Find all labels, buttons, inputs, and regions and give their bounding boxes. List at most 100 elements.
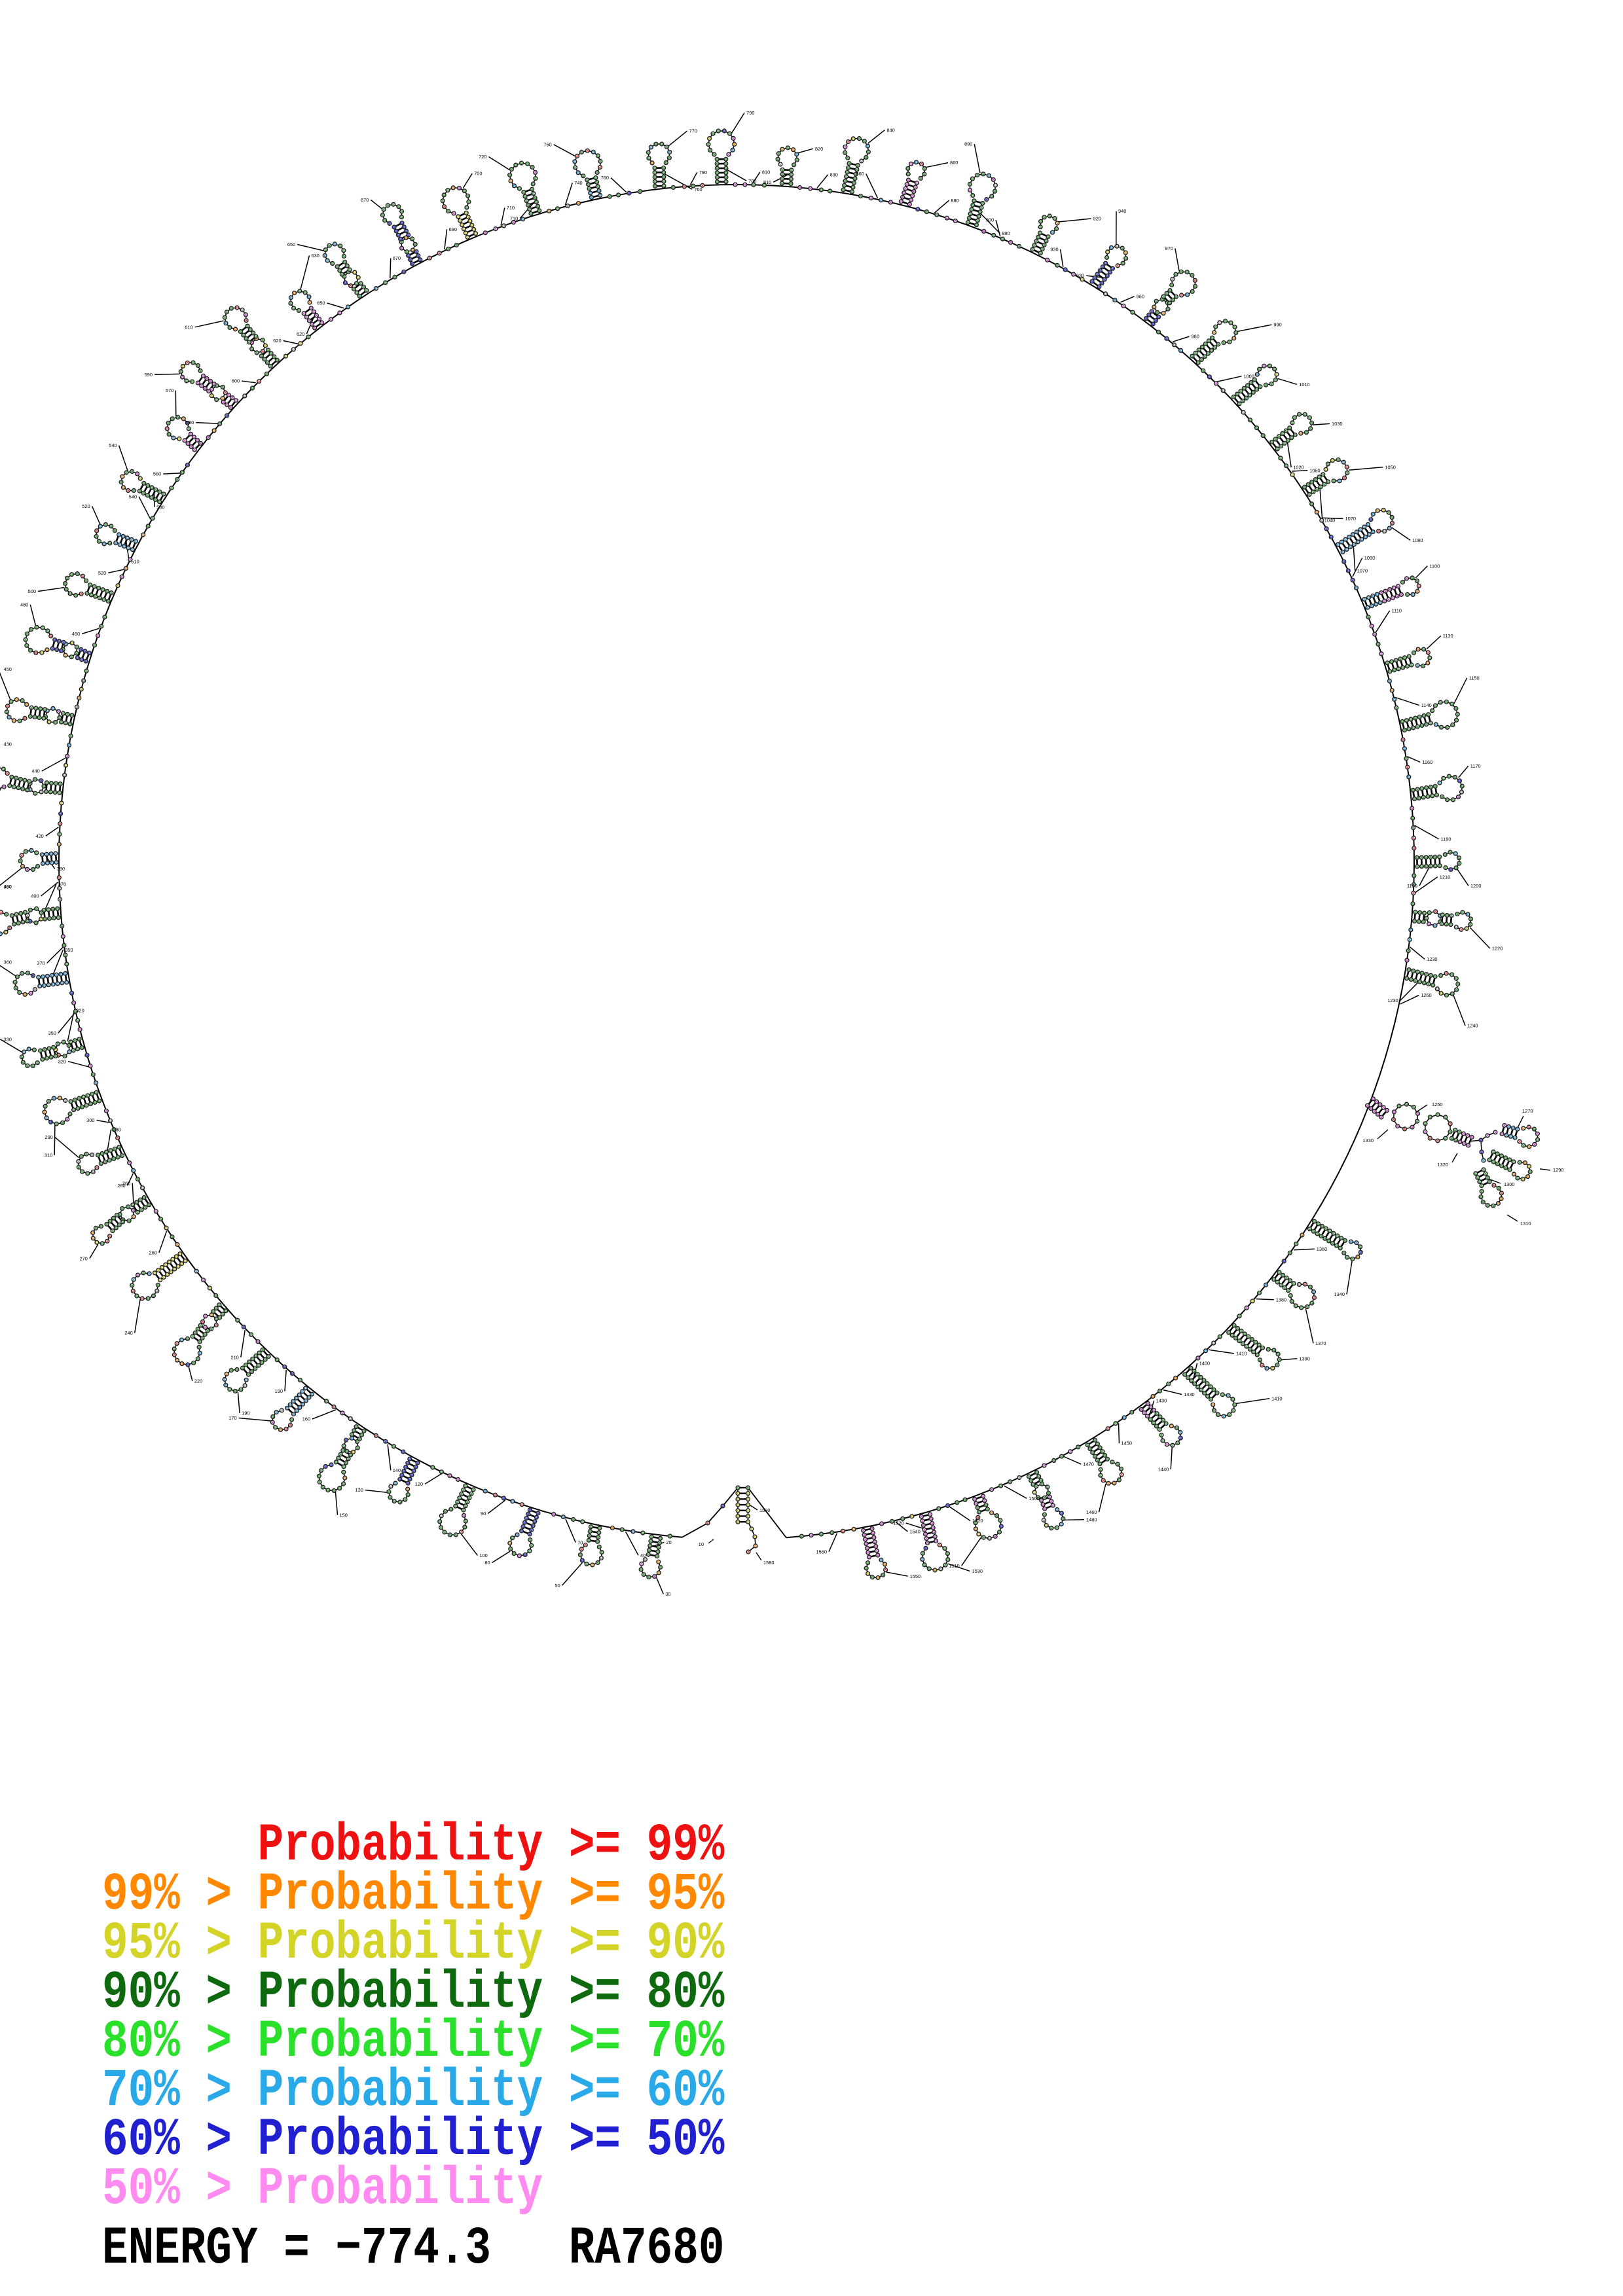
svg-text:510: 510	[131, 559, 139, 565]
svg-text:710: 710	[510, 215, 518, 221]
svg-text:1520: 1520	[972, 1518, 983, 1524]
svg-text:1270: 1270	[1522, 1108, 1533, 1114]
svg-text:690: 690	[449, 226, 457, 232]
svg-text:1410: 1410	[1236, 1351, 1247, 1357]
svg-text:980: 980	[1192, 334, 1199, 340]
svg-text:760: 760	[694, 187, 702, 192]
svg-text:1530: 1530	[972, 1568, 983, 1574]
svg-text:500: 500	[28, 588, 36, 594]
svg-text:810: 810	[762, 170, 770, 175]
svg-text:1560: 1560	[816, 1549, 827, 1554]
svg-text:750: 750	[543, 141, 551, 147]
svg-text:520: 520	[82, 503, 90, 509]
svg-text:20: 20	[666, 1539, 672, 1545]
svg-text:380: 380	[4, 884, 12, 890]
svg-text:920: 920	[1093, 216, 1101, 222]
svg-text:480: 480	[20, 601, 28, 607]
svg-text:1050: 1050	[1385, 464, 1395, 470]
svg-text:430: 430	[4, 742, 12, 747]
svg-text:1370: 1370	[1315, 1340, 1326, 1346]
svg-text:100: 100	[479, 1552, 487, 1558]
svg-text:1030: 1030	[1332, 421, 1342, 427]
svg-text:240: 240	[124, 1330, 132, 1336]
svg-text:1520: 1520	[893, 1520, 903, 1526]
svg-text:900: 900	[986, 217, 994, 223]
svg-text:1070: 1070	[1345, 516, 1356, 522]
svg-text:320: 320	[58, 1058, 66, 1064]
svg-text:700: 700	[474, 171, 482, 177]
svg-text:120: 120	[415, 1481, 423, 1487]
svg-text:600: 600	[232, 378, 240, 384]
svg-text:280: 280	[117, 1183, 125, 1189]
svg-text:170: 170	[228, 1415, 236, 1421]
svg-text:720: 720	[479, 154, 486, 160]
svg-text:880: 880	[1002, 230, 1010, 236]
svg-text:220: 220	[194, 1378, 202, 1384]
svg-text:450: 450	[4, 666, 12, 672]
svg-text:1500: 1500	[1029, 1496, 1039, 1501]
svg-text:390: 390	[57, 866, 65, 872]
svg-text:300: 300	[86, 1117, 94, 1123]
svg-text:1190: 1190	[1407, 883, 1417, 889]
svg-text:1130: 1130	[1443, 633, 1453, 639]
svg-text:780: 780	[748, 178, 756, 184]
svg-text:190: 190	[242, 1410, 249, 1416]
svg-text:790: 790	[746, 110, 754, 116]
svg-text:1010: 1010	[1299, 382, 1309, 387]
svg-text:1540: 1540	[909, 1529, 920, 1535]
svg-text:1240: 1240	[1467, 1023, 1478, 1029]
svg-text:1190: 1190	[1441, 836, 1451, 842]
svg-text:820: 820	[815, 146, 823, 152]
svg-text:590: 590	[145, 372, 153, 378]
svg-text:1470: 1470	[1083, 1462, 1093, 1467]
svg-text:1300: 1300	[1504, 1181, 1514, 1187]
svg-text:740: 740	[574, 180, 582, 186]
svg-text:1360: 1360	[1317, 1246, 1327, 1252]
svg-text:1210: 1210	[1440, 874, 1450, 880]
svg-text:630: 630	[312, 253, 319, 259]
svg-text:310: 310	[45, 1152, 52, 1158]
svg-text:1220: 1220	[1492, 946, 1503, 952]
svg-text:860: 860	[950, 160, 958, 166]
svg-text:95% > Probability >= 90%: 95% > Probability >= 90%	[102, 1914, 725, 1974]
svg-text:1230: 1230	[1427, 956, 1437, 962]
svg-text:540: 540	[109, 442, 117, 448]
svg-text:90: 90	[481, 1511, 486, 1516]
svg-text:330: 330	[4, 1036, 12, 1042]
svg-text:350: 350	[65, 947, 73, 953]
svg-text:60% > Probability >= 50%: 60% > Probability >= 50%	[102, 2111, 725, 2170]
svg-text:1440: 1440	[1158, 1467, 1169, 1473]
svg-text:520: 520	[98, 570, 106, 576]
svg-text:10: 10	[699, 1541, 704, 1547]
svg-text:620: 620	[297, 331, 304, 337]
svg-text:1340: 1340	[1334, 1291, 1345, 1297]
svg-text:99% > Probability >= 95%: 99% > Probability >= 95%	[102, 1865, 725, 1925]
svg-text:580: 580	[186, 420, 194, 425]
svg-text:610: 610	[185, 324, 192, 330]
svg-text:1550: 1550	[910, 1573, 921, 1579]
svg-text:1150: 1150	[1469, 675, 1480, 681]
svg-text:1080: 1080	[1412, 537, 1423, 543]
svg-text:930: 930	[1050, 246, 1058, 252]
svg-text:370: 370	[37, 960, 45, 966]
svg-text:990: 990	[1273, 322, 1281, 328]
svg-text:50: 50	[555, 1583, 560, 1588]
svg-text:90% > Probability >= 80%: 90% > Probability >= 80%	[102, 1964, 725, 2023]
svg-text:1230: 1230	[1387, 997, 1398, 1003]
svg-text:570: 570	[166, 387, 173, 393]
svg-text:1050: 1050	[1309, 467, 1320, 473]
svg-text:270: 270	[80, 1255, 88, 1261]
svg-text:880: 880	[951, 198, 958, 204]
svg-text:1480: 1480	[1086, 1516, 1097, 1522]
svg-text:560: 560	[153, 471, 161, 477]
svg-text:150: 150	[340, 1512, 348, 1518]
svg-text:70: 70	[577, 1539, 583, 1545]
svg-text:860: 860	[856, 171, 864, 177]
svg-text:790: 790	[699, 170, 707, 175]
svg-text:1160: 1160	[1422, 759, 1432, 765]
svg-text:1290: 1290	[1553, 1167, 1563, 1173]
svg-text:960: 960	[1137, 293, 1144, 299]
svg-text:930: 930	[1076, 273, 1084, 279]
svg-text:670: 670	[361, 197, 369, 203]
svg-text:760: 760	[601, 175, 609, 181]
